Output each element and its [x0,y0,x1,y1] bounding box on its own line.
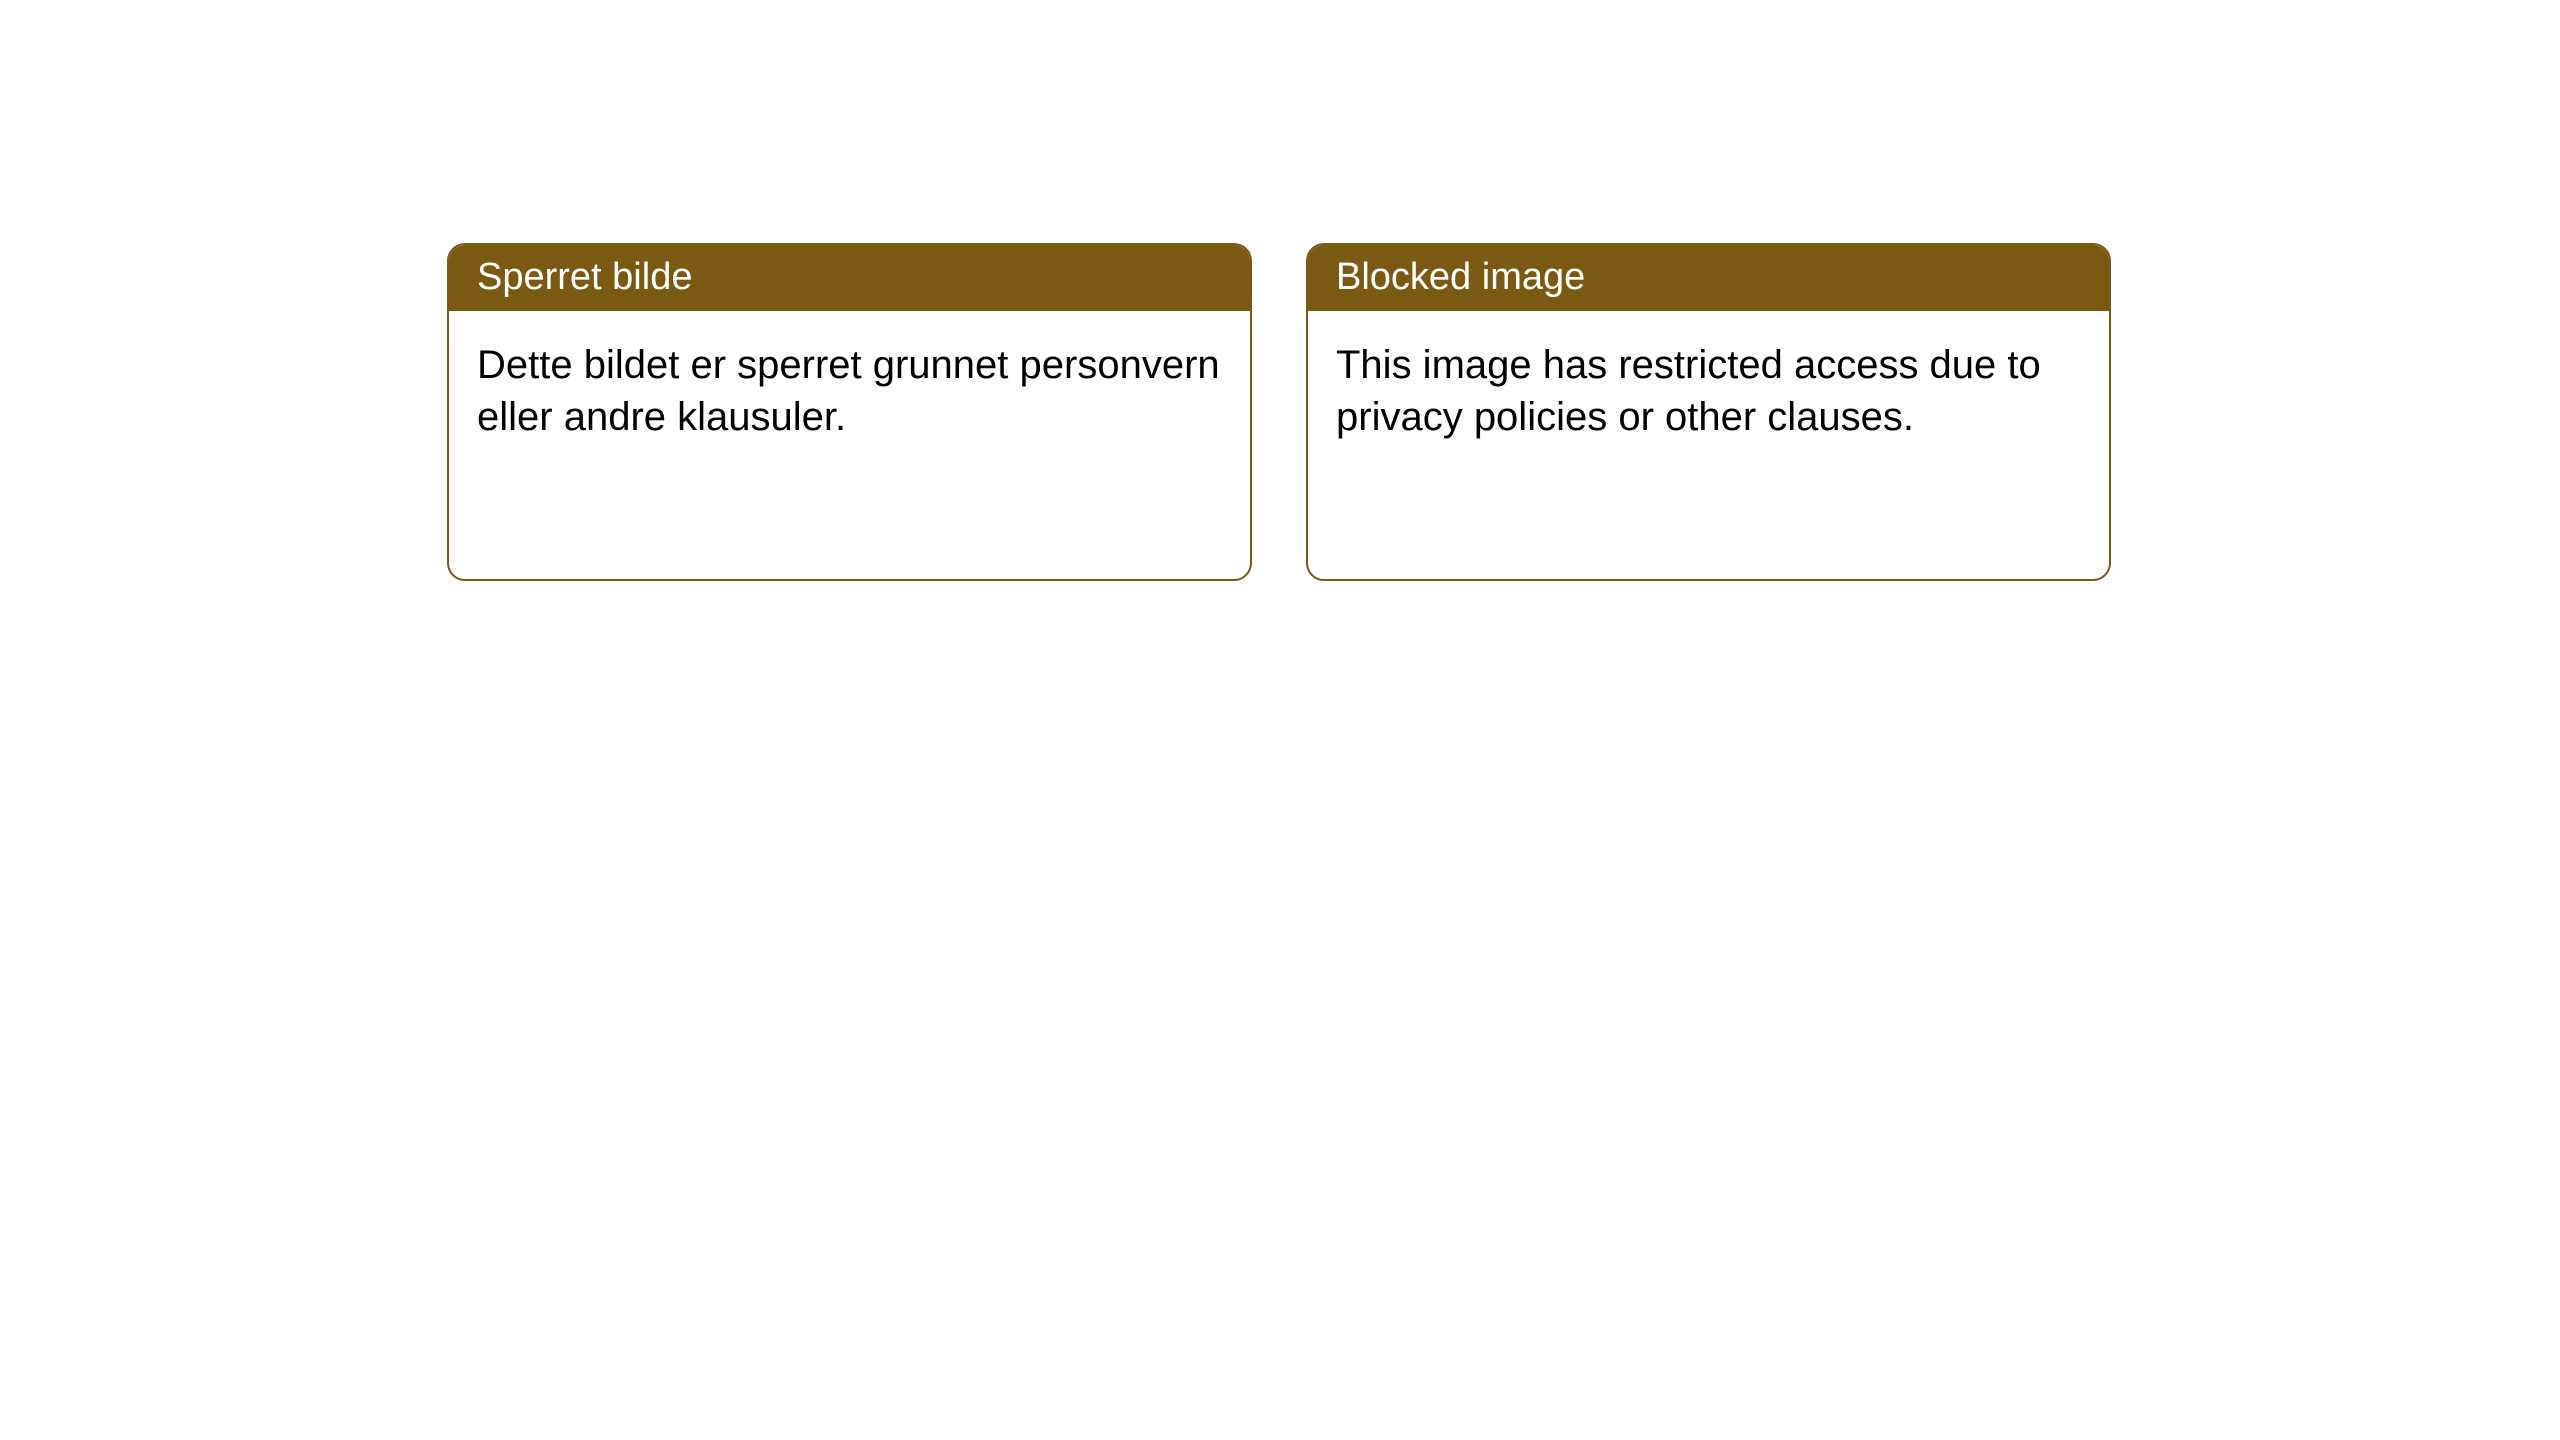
notice-card-english: Blocked image This image has restricted … [1306,243,2111,581]
notice-title: Blocked image [1336,256,1585,298]
notice-body: Dette bildet er sperret grunnet personve… [449,311,1250,471]
notice-message: This image has restricted access due to … [1336,343,2041,439]
notice-container: Sperret bilde Dette bildet er sperret gr… [447,243,2111,581]
notice-message: Dette bildet er sperret grunnet personve… [477,343,1220,439]
notice-header: Blocked image [1308,245,2109,311]
notice-card-norwegian: Sperret bilde Dette bildet er sperret gr… [447,243,1252,581]
notice-title: Sperret bilde [477,256,692,298]
notice-header: Sperret bilde [449,245,1250,311]
notice-body: This image has restricted access due to … [1308,311,2109,471]
